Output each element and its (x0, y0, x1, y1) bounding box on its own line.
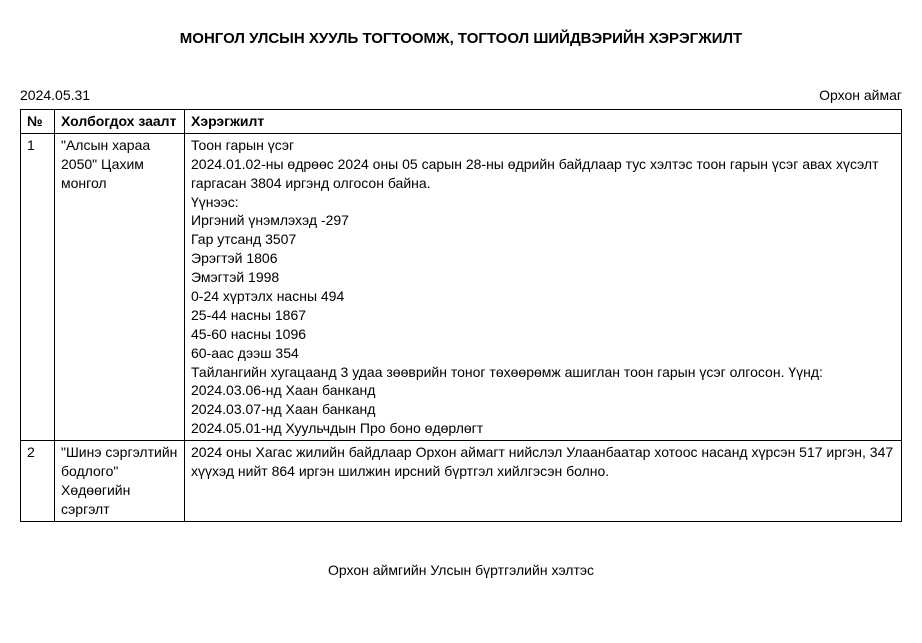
col-ref: Холбогдох заалт (55, 110, 185, 134)
cell-impl: 2024 оны Хагас жилийн байдлаар Орхон айм… (185, 441, 902, 522)
meta-date: 2024.05.31 (20, 87, 90, 103)
page-title: МОНГОЛ УЛСЫН ХУУЛЬ ТОГТООМЖ, ТОГТООЛ ШИЙ… (20, 30, 902, 47)
cell-no: 2 (21, 441, 55, 522)
cell-ref: "Шинэ сэргэлтийн бодлого" Хөдөөгийн сэрг… (55, 441, 185, 522)
cell-ref: "Алсын хараа 2050" Цахим монгол (55, 133, 185, 440)
page-footer: Орхон аймгийн Улсын бүртгэлийн хэлтэс (20, 562, 902, 578)
col-impl: Хэрэгжилт (185, 110, 902, 134)
meta-region: Орхон аймаг (819, 87, 902, 103)
table-row: 2"Шинэ сэргэлтийн бодлого" Хөдөөгийн сэр… (21, 441, 902, 522)
table-row: 1"Алсын хараа 2050" Цахим монголТоон гар… (21, 133, 902, 440)
implementation-table: № Холбогдох заалт Хэрэгжилт 1"Алсын хара… (20, 109, 902, 522)
table-header-row: № Холбогдох заалт Хэрэгжилт (21, 110, 902, 134)
col-no: № (21, 110, 55, 134)
meta-row: 2024.05.31 Орхон аймаг (20, 87, 902, 103)
cell-no: 1 (21, 133, 55, 440)
cell-impl: Тоон гарын үсэг2024.01.02-ны өдрөөс 2024… (185, 133, 902, 440)
